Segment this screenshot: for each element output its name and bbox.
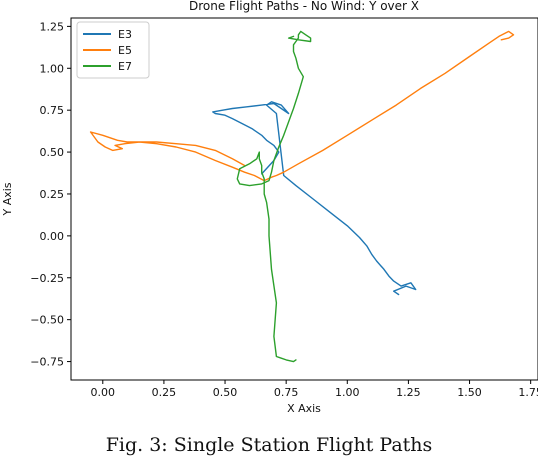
x-tick-label: 0.50	[213, 386, 238, 399]
legend-box	[76, 21, 150, 79]
x-axis-ticks: 0.00 0.25 0.50 0.75 1.00 1.25 1.50 1.75	[91, 380, 538, 399]
x-tick-label: 1.00	[335, 386, 360, 399]
x-tick-label: 1.25	[396, 386, 421, 399]
x-tick-label: 1.75	[518, 386, 538, 399]
series-line-e3	[212, 101, 417, 296]
y-tick-label: 0.25	[40, 188, 65, 201]
y-tick-label: 0.00	[40, 230, 65, 243]
legend-label-e3: E3	[118, 28, 132, 41]
series-line-e5	[89, 30, 515, 182]
legend: E3 E5 E7	[76, 21, 150, 79]
x-tick-label: 0.00	[91, 386, 116, 399]
y-axis-ticks: −0.75 −0.50 −0.25 0.00 0.25 0.50 0.75 1.00 1.25	[30, 20, 71, 369]
y-tick-label: −0.25	[30, 272, 64, 285]
x-tick-label: 1.50	[457, 386, 482, 399]
y-tick-label: 0.50	[40, 146, 65, 159]
chart-title: Drone Flight Paths - No Wind: Y over X	[189, 0, 419, 13]
legend-label-e5: E5	[118, 44, 132, 57]
figure-caption: Fig. 3: Single Station Flight Paths	[105, 434, 433, 456]
legend-label-e7: E7	[118, 60, 132, 73]
y-axis-label: Y Axis	[1, 182, 14, 216]
x-axis-label: X Axis	[287, 402, 321, 415]
y-tick-label: −0.50	[30, 314, 64, 327]
y-tick-label: 1.25	[40, 20, 65, 33]
y-tick-label: −0.75	[30, 356, 64, 369]
x-tick-label: 0.25	[152, 386, 177, 399]
series-line-e7	[236, 30, 312, 363]
x-tick-label: 0.75	[274, 386, 299, 399]
y-tick-label: 0.75	[40, 104, 65, 117]
plot-frame	[70, 17, 538, 381]
y-tick-label: 1.00	[40, 62, 65, 75]
plot-area	[70, 17, 538, 381]
series-layer	[89, 30, 515, 363]
